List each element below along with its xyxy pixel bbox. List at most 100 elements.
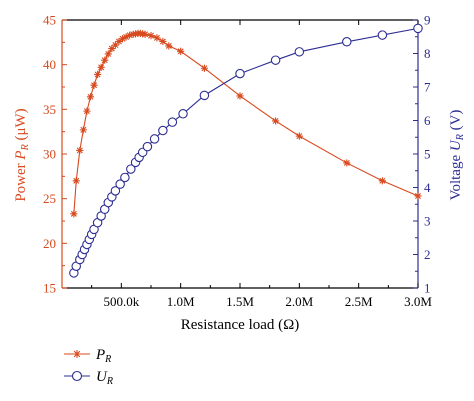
voltage-point bbox=[270, 55, 281, 65]
asterisk-glyph bbox=[90, 81, 98, 89]
right-axis-title-main: Voltage bbox=[448, 151, 464, 200]
asterisk-glyph bbox=[177, 47, 185, 55]
power-point bbox=[94, 70, 102, 79]
power-point bbox=[295, 132, 303, 140]
power-point bbox=[101, 56, 109, 64]
x-tick-label: 1.0M bbox=[167, 294, 195, 309]
voltage-point bbox=[413, 23, 423, 34]
power-point bbox=[76, 146, 84, 155]
legend-label-voltage: UR bbox=[96, 369, 113, 387]
power-point bbox=[83, 107, 91, 115]
right-axis-title-unit: (V) bbox=[448, 110, 464, 135]
power-point bbox=[147, 32, 155, 40]
asterisk-glyph bbox=[236, 92, 244, 100]
right-tick-label: 6 bbox=[424, 113, 431, 128]
left-tick-label: 40 bbox=[43, 57, 56, 72]
power-point bbox=[72, 177, 80, 185]
asterisk-glyph bbox=[76, 146, 84, 155]
x-tick-label: 1.5M bbox=[226, 294, 254, 309]
power-point bbox=[97, 63, 105, 71]
power-line bbox=[73, 32, 419, 214]
left-axis-title-main: Power bbox=[13, 160, 29, 202]
voltage-point bbox=[110, 186, 121, 196]
asterisk-glyph bbox=[159, 37, 167, 46]
x-tick-label: 2.5M bbox=[345, 294, 373, 309]
asterisk-glyph bbox=[70, 210, 78, 218]
voltage-point bbox=[178, 109, 188, 119]
asterisk-glyph bbox=[108, 44, 116, 53]
right-tick-label: 2 bbox=[424, 247, 431, 262]
legend-label-power: PR bbox=[95, 347, 111, 365]
left-tick-label: 30 bbox=[43, 147, 56, 162]
x-tick-label: 2.0M bbox=[285, 294, 313, 309]
voltage-point bbox=[142, 141, 153, 152]
power-point bbox=[414, 192, 422, 200]
asterisk-glyph bbox=[126, 31, 134, 39]
left-tick-label: 20 bbox=[43, 236, 56, 251]
voltage-point bbox=[158, 125, 168, 136]
right-tick-label: 1 bbox=[424, 281, 431, 296]
power-point bbox=[159, 37, 167, 46]
power-point bbox=[86, 93, 95, 101]
voltage-point bbox=[126, 164, 136, 174]
right-tick-label: 8 bbox=[424, 46, 431, 61]
left-axis-title-unit: (μW) bbox=[13, 108, 29, 144]
legend-item-voltage bbox=[64, 370, 90, 382]
asterisk-glyph bbox=[118, 35, 127, 43]
power-point bbox=[70, 210, 78, 218]
power-point bbox=[141, 30, 149, 38]
legend-label-power-var: P bbox=[95, 347, 105, 363]
power-point bbox=[104, 50, 112, 58]
power-point bbox=[177, 47, 185, 55]
power-point bbox=[272, 117, 280, 125]
voltage-point bbox=[294, 47, 305, 57]
asterisk-glyph bbox=[104, 50, 112, 58]
plot-layer: 500.0k 1.0M 1.5M 2.0M 2.5M 3.0M15202530354045… bbox=[43, 13, 432, 310]
left-tick-label: 15 bbox=[43, 281, 56, 296]
left-tick-label: 35 bbox=[43, 102, 56, 117]
voltage-point bbox=[377, 30, 388, 40]
right-tick-label: 3 bbox=[424, 214, 431, 229]
left-axis-title: Power PR (μW) bbox=[13, 108, 31, 201]
power-point bbox=[153, 34, 161, 42]
legend-marker-voltage bbox=[71, 370, 83, 382]
legend-marker-power bbox=[73, 350, 81, 358]
voltage-point bbox=[199, 90, 210, 101]
asterisk-glyph bbox=[165, 42, 173, 50]
asterisk-glyph bbox=[200, 64, 208, 72]
asterisk-glyph bbox=[83, 107, 91, 115]
asterisk-glyph bbox=[79, 126, 87, 134]
left-tick-label: 25 bbox=[43, 191, 56, 206]
x-axis-title: Resistance load (Ω) bbox=[181, 317, 300, 333]
asterisk-glyph bbox=[414, 192, 422, 200]
x-tick-label: 3.0M bbox=[404, 294, 432, 309]
asterisk-glyph bbox=[72, 177, 80, 185]
legend-item-power bbox=[64, 350, 90, 358]
right-tick-label: 4 bbox=[424, 180, 431, 195]
legend: PR UR bbox=[64, 347, 113, 387]
asterisk-glyph bbox=[272, 117, 280, 125]
power-point bbox=[118, 35, 127, 43]
asterisk-glyph bbox=[111, 41, 119, 49]
asterisk-glyph bbox=[378, 177, 386, 185]
legend-label-voltage-var: U bbox=[96, 369, 108, 385]
asterisk-glyph bbox=[94, 70, 102, 79]
power-point bbox=[126, 31, 134, 39]
asterisk-glyph bbox=[101, 56, 109, 64]
legend-label-voltage-sub: R bbox=[106, 376, 113, 387]
left-axis-title-var: P bbox=[13, 150, 29, 160]
asterisk-glyph bbox=[122, 33, 130, 41]
asterisk-glyph bbox=[86, 93, 95, 101]
voltage-point bbox=[149, 134, 160, 144]
asterisk-glyph bbox=[115, 37, 123, 46]
power-point bbox=[122, 33, 130, 41]
voltage-point bbox=[115, 179, 125, 189]
voltage-point bbox=[120, 172, 130, 183]
asterisk-glyph bbox=[295, 132, 303, 140]
asterisk-glyph bbox=[141, 30, 149, 38]
power-point bbox=[378, 177, 386, 185]
voltage-line bbox=[73, 27, 419, 274]
voltage-point bbox=[342, 37, 352, 47]
voltage-point bbox=[167, 117, 178, 127]
asterisk-glyph bbox=[343, 159, 351, 167]
